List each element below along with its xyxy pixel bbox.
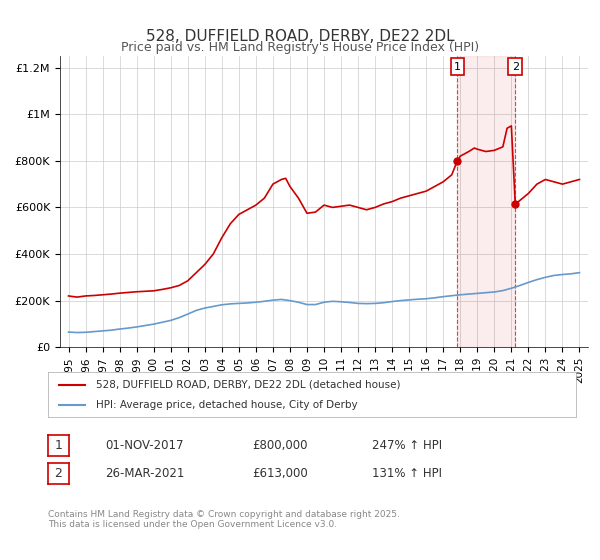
- Text: £800,000: £800,000: [252, 439, 308, 452]
- Text: Contains HM Land Registry data © Crown copyright and database right 2025.
This d: Contains HM Land Registry data © Crown c…: [48, 510, 400, 529]
- Text: 247% ↑ HPI: 247% ↑ HPI: [372, 439, 442, 452]
- Text: 1: 1: [454, 62, 461, 72]
- Text: 01-NOV-2017: 01-NOV-2017: [105, 439, 184, 452]
- Text: 26-MAR-2021: 26-MAR-2021: [105, 467, 184, 480]
- Text: 2: 2: [55, 467, 62, 480]
- Text: £613,000: £613,000: [252, 467, 308, 480]
- Bar: [457, 56, 515, 347]
- Text: 1: 1: [55, 439, 62, 452]
- Text: 131% ↑ HPI: 131% ↑ HPI: [372, 467, 442, 480]
- Text: 528, DUFFIELD ROAD, DERBY, DE22 2DL (detached house): 528, DUFFIELD ROAD, DERBY, DE22 2DL (det…: [95, 380, 400, 390]
- Text: 528, DUFFIELD ROAD, DERBY, DE22 2DL: 528, DUFFIELD ROAD, DERBY, DE22 2DL: [146, 29, 454, 44]
- Text: 2: 2: [512, 62, 519, 72]
- Text: HPI: Average price, detached house, City of Derby: HPI: Average price, detached house, City…: [95, 400, 357, 410]
- Text: Price paid vs. HM Land Registry's House Price Index (HPI): Price paid vs. HM Land Registry's House …: [121, 41, 479, 54]
